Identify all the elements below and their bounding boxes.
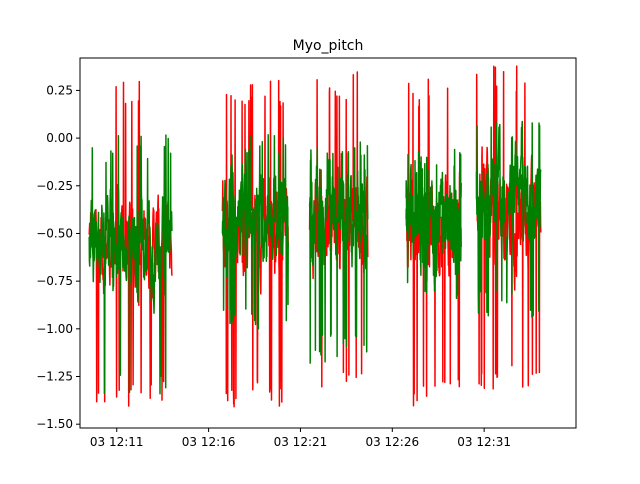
y-axis: 0.25 0.00 −0.25 −0.50 −0.75 −1.00 −1.25 −1.50 [36,83,80,431]
series-line [308,141,369,364]
series-line [308,71,369,388]
y-tick-label: −0.50 [36,226,73,240]
y-tick-label: −0.25 [36,179,73,193]
plot-frame [79,57,577,429]
x-tick-label: 03 12:21 [274,435,328,449]
y-tick-label: −1.50 [36,417,73,431]
series-line [88,134,173,395]
y-tick-label: −1.25 [36,370,73,384]
x-tick-label: 03 12:31 [457,435,511,449]
series-line [405,148,462,300]
x-tick-label: 03 12:26 [365,435,419,449]
series-layer [88,65,542,408]
y-tick-label: 0.25 [46,83,73,97]
series-line [221,133,289,330]
chart-title: Myo_pitch [293,38,364,54]
x-axis: 03 12:11 03 12:16 03 12:21 03 12:26 03 12:31 [90,428,511,449]
y-tick-label: −0.75 [36,274,73,288]
x-tick-label: 03 12:16 [182,435,236,449]
y-tick-label: 0.00 [46,131,73,145]
x-tick-label: 03 12:11 [90,435,144,449]
y-tick-label: −1.00 [36,322,73,336]
series-line [475,120,542,318]
